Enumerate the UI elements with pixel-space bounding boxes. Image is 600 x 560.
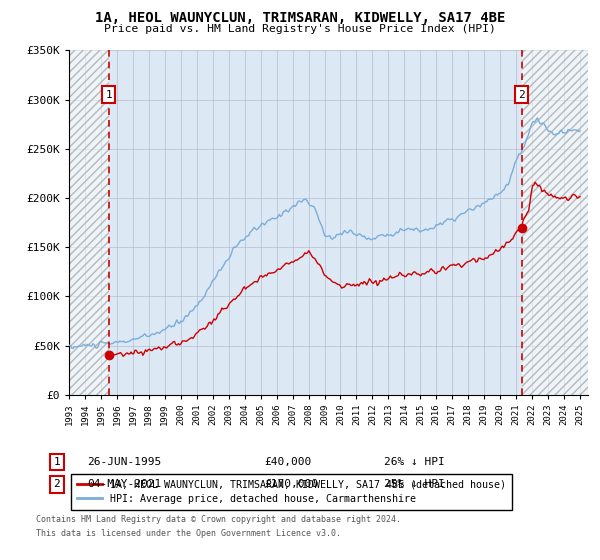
- Text: Price paid vs. HM Land Registry's House Price Index (HPI): Price paid vs. HM Land Registry's House …: [104, 24, 496, 34]
- Legend: 1A, HEOL WAUNYCLUN, TRIMSARAN, KIDWELLY, SA17 4BE (detached house), HPI: Average: 1A, HEOL WAUNYCLUN, TRIMSARAN, KIDWELLY,…: [71, 474, 512, 510]
- Text: 2: 2: [518, 90, 525, 100]
- Bar: [69, 50, 109, 395]
- Text: 1A, HEOL WAUNYCLUN, TRIMSARAN, KIDWELLY, SA17 4BE: 1A, HEOL WAUNYCLUN, TRIMSARAN, KIDWELLY,…: [95, 11, 505, 25]
- Text: 1: 1: [53, 457, 61, 467]
- Bar: [69, 50, 109, 395]
- Text: This data is licensed under the Open Government Licence v3.0.: This data is licensed under the Open Gov…: [36, 529, 341, 538]
- Text: 26-JUN-1995: 26-JUN-1995: [87, 457, 161, 467]
- Bar: [521, 50, 588, 395]
- Text: 1: 1: [106, 90, 112, 100]
- Text: 04-MAY-2021: 04-MAY-2021: [87, 479, 161, 489]
- Text: 26% ↓ HPI: 26% ↓ HPI: [384, 457, 445, 467]
- Text: £170,000: £170,000: [264, 479, 318, 489]
- Text: 25% ↓ HPI: 25% ↓ HPI: [384, 479, 445, 489]
- Bar: [521, 50, 588, 395]
- Text: £40,000: £40,000: [264, 457, 311, 467]
- Text: 2: 2: [53, 479, 61, 489]
- Text: Contains HM Land Registry data © Crown copyright and database right 2024.: Contains HM Land Registry data © Crown c…: [36, 515, 401, 524]
